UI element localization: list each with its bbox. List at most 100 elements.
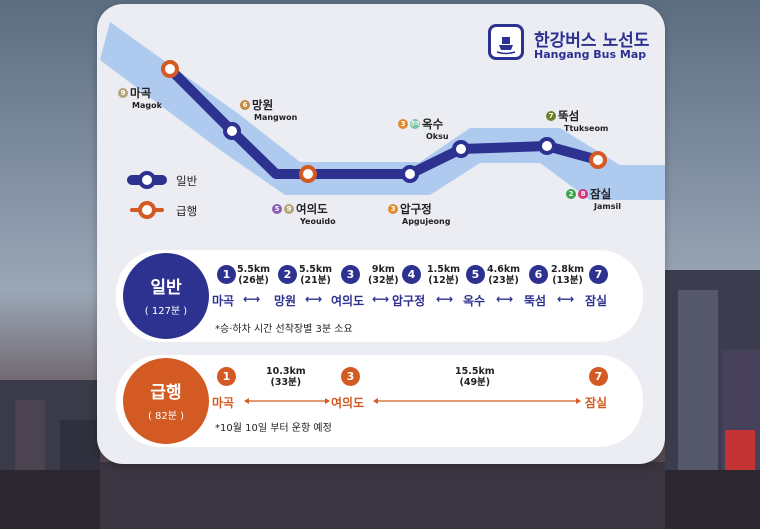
map-station-magok [161,60,179,78]
map-label-apgujeong-ko: 압구정 [400,202,432,216]
legend-regular-label: 일반 [176,174,198,188]
segment-distance: 2.8km [551,264,585,275]
map-label-ttukseom-ko: 뚝섬 [558,109,580,123]
segment-distance: 5.5km [237,264,271,275]
express-route-duration: ( 82분 ) [147,411,185,422]
express-arrow-icon [373,398,581,404]
line-6-badge: 6 [240,99,250,110]
express-segment-info: 10.3km (33분) [266,366,306,389]
bus-boat-icon [488,24,524,60]
express-station: 마곡 [212,396,235,410]
regular-stop-number: 3 [341,265,360,284]
map-label-oksu-en: Oksu [426,132,449,141]
map-label-jamsil-en: Jamsil [594,202,621,211]
line-9-badge: 9 [284,203,294,214]
map-label-oksu-ko: 옥수 [422,117,444,131]
express-stop-number: 3 [341,367,360,386]
express-station: 잠실 [585,396,608,410]
line-5-badge: 5 [272,203,282,214]
map-label-magok-ko: 마곡 [130,86,152,100]
segment-distance: 1.5km [427,264,461,275]
regular-stop-number: 5 [466,265,485,284]
regular-station: 마곡 [212,294,235,308]
line-2-badge: 2 [566,188,576,199]
arrow-icon: ⟷ [243,292,261,306]
express-stop-number: 7 [589,367,608,386]
map-label-yeouido-en: Yeouido [300,217,336,226]
segment-distance: 9km [371,264,395,275]
segment-time: (12분) [428,274,459,286]
regular-station: 뚝섬 [524,294,547,308]
arrow-icon: ⟷ [372,292,390,306]
map-label-yeouido: 5 9 여의도 Yeouido [272,200,336,226]
map-label-ttukseom: 7 뚝섬 Ttukseom [546,107,608,133]
segment-time: (23분) [488,274,519,286]
arrow-icon: ⟷ [496,292,514,306]
regular-stop-number: 6 [529,265,548,284]
map-station-ttukseom [538,137,556,155]
segment-time: (13분) [552,274,583,286]
map-label-apgujeong-en: Apgujeong [402,217,451,226]
express-note: *10월 10일 부터 운항 예정 [215,423,332,434]
express-route-name: 급행 [150,383,182,403]
segment-distance: 4.6km [487,264,521,275]
segment-time: (21분) [300,274,331,286]
express-arrow-icon [244,398,330,404]
regular-stop-number: 1 [217,265,236,284]
map-title: 한강버스 노선도 Hangang Bus Map [488,24,658,72]
map-label-jamsil-ko: 잠실 [590,187,612,201]
map-label-ttukseom-en: Ttukseom [564,124,609,133]
regular-stop-number: 4 [402,265,421,284]
han-river-shape [100,22,665,200]
express-station: 여의도 [331,396,365,410]
line-3-badge: 3 [388,203,398,214]
regular-route-badge: 일반 ( 127분 ) [123,253,209,339]
express-stop-number: 1 [217,367,236,386]
segment-time: (32분) [368,274,399,286]
legend-express-label: 급행 [176,204,198,218]
map-station-apgujeong [401,165,419,183]
map-label-mangwon: 6 망원 Mangwon [240,96,297,122]
segment-time: (49분) [459,376,491,388]
arrow-icon: ⟷ [557,292,575,306]
regular-segment-info: 1.5km (12분) [427,264,461,287]
segment-time: (33분) [270,376,302,388]
legend-regular-symbol [127,171,167,189]
line-3-badge: 3 [398,118,408,129]
regular-station: 잠실 [585,294,608,308]
map-title-ko: 한강버스 노선도 [534,31,650,51]
regular-stop-number: 2 [278,265,297,284]
arrow-icon: ⟷ [305,292,323,306]
map-station-mangwon [223,122,241,140]
line-8-badge: 8 [578,188,588,199]
segment-distance: 5.5km [299,264,333,275]
map-station-yeouido [299,165,317,183]
legend-express-symbol [130,201,164,219]
regular-station: 여의도 [331,294,365,308]
map-label-magok: 9 마곡 Magok [118,84,162,110]
segment-time: (26분) [238,274,269,286]
regular-station: 망원 [274,294,297,308]
map-label-jamsil: 2 8 잠실 Jamsil [566,185,621,211]
map-title-en: Hangang Bus Map [534,48,647,61]
map-label-oksu: 3 경의 옥수 Oksu [398,115,449,141]
regular-segment-info: 2.8km (13분) [551,264,585,287]
map-station-oksu [452,140,470,158]
regular-station: 압구정 [392,294,426,308]
express-segment-info: 15.5km (49분) [455,366,495,389]
regular-route-name: 일반 [150,278,182,298]
gyeongui-line-badge: 경의 [410,118,420,129]
regular-segment-info: 5.5km (26분) [237,264,271,287]
segment-distance: 10.3km [266,366,306,377]
map-label-mangwon-en: Mangwon [254,113,298,122]
segment-distance: 15.5km [455,366,495,377]
regular-stop-number: 7 [589,265,608,284]
regular-route-duration: ( 127분 ) [144,306,188,317]
map-station-jamsil [589,151,607,169]
line-9-badge: 9 [118,87,128,98]
regular-segment-info: 9km (32분) [368,264,399,287]
line-7-badge: 7 [546,110,556,121]
regular-segment-info: 4.6km (23분) [487,264,521,287]
